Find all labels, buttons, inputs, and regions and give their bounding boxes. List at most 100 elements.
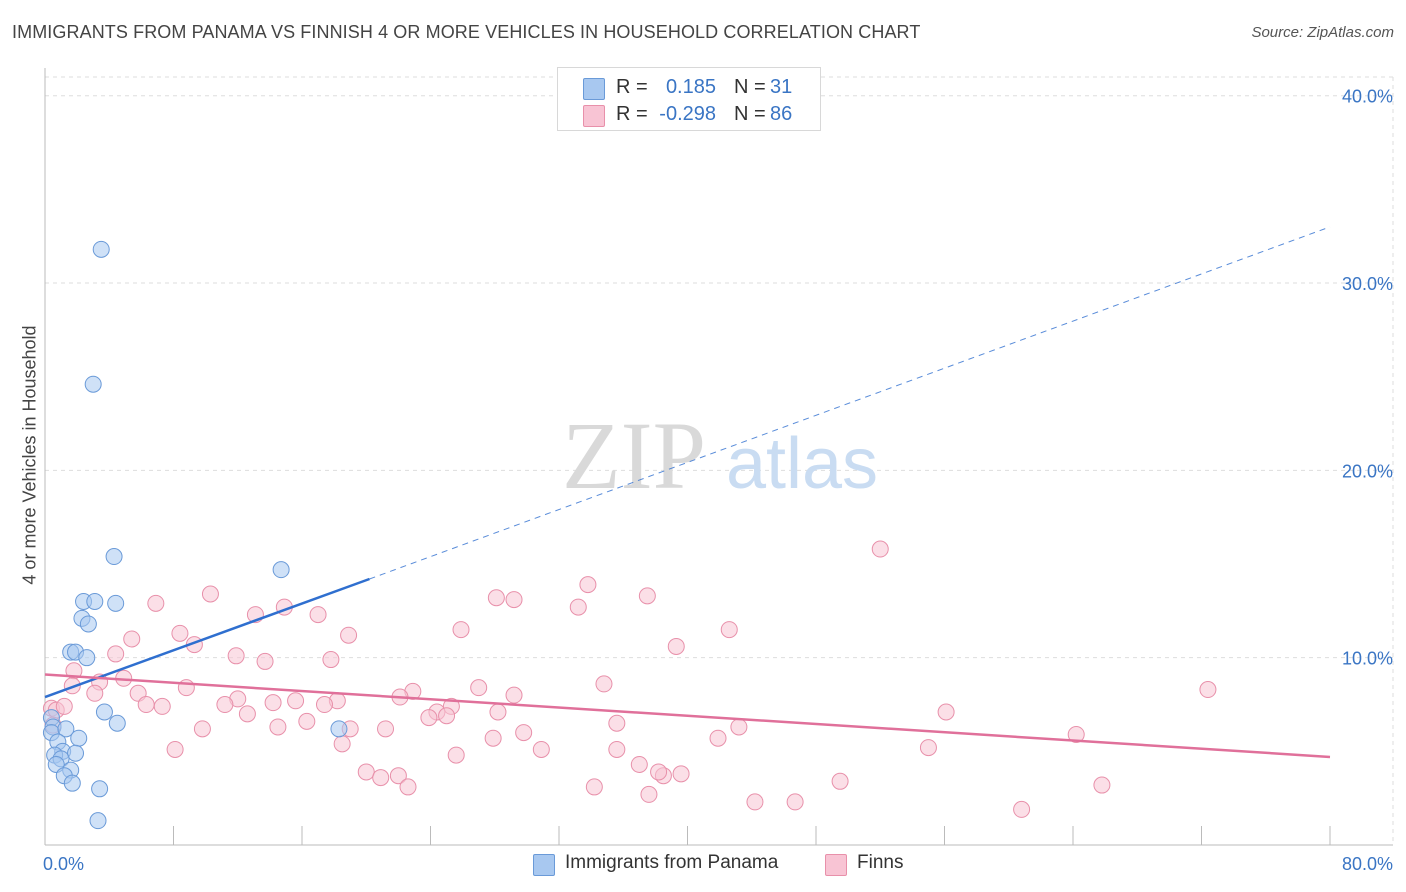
data-point — [86, 684, 104, 702]
data-point — [595, 675, 613, 693]
n-label: N = — [734, 76, 766, 98]
series-points — [42, 240, 1217, 830]
legend-swatch-panama — [533, 854, 555, 876]
data-point — [579, 576, 597, 594]
r-value: -0.298 — [659, 103, 716, 125]
data-point — [63, 774, 81, 792]
stats-swatch-panama — [583, 78, 605, 100]
data-point — [298, 712, 316, 730]
data-point — [107, 594, 125, 612]
data-point — [452, 621, 470, 639]
data-point — [55, 697, 73, 715]
gridlines — [45, 76, 1395, 845]
data-point — [608, 714, 626, 732]
watermark: ZIP atlas — [562, 402, 878, 509]
series-finns — [42, 540, 1217, 818]
data-point — [489, 703, 507, 721]
data-point — [108, 714, 126, 732]
data-point — [484, 729, 502, 747]
data-point — [720, 621, 738, 639]
data-point — [1199, 681, 1217, 699]
watermark-zip: ZIP — [562, 402, 706, 509]
data-point — [608, 740, 626, 758]
n-label: N = — [734, 103, 766, 125]
n-value: 86 — [770, 103, 793, 125]
y-tick-label: 20.0% — [1342, 461, 1393, 481]
data-point — [256, 652, 274, 670]
data-point — [746, 793, 764, 811]
data-point — [216, 696, 234, 714]
data-point — [569, 598, 587, 616]
data-point — [171, 624, 189, 642]
data-point — [287, 692, 305, 710]
data-point — [505, 686, 523, 704]
data-point — [919, 739, 937, 757]
data-point — [333, 735, 351, 753]
data-point — [309, 606, 327, 624]
data-point — [438, 707, 456, 725]
legend-label: Immigrants from Panama — [565, 852, 779, 873]
data-point — [667, 637, 685, 655]
data-point — [389, 767, 407, 785]
data-point — [1093, 776, 1111, 794]
data-point — [377, 720, 395, 738]
y-axis-label: 4 or more Vehicles in Household — [19, 325, 40, 585]
data-point — [89, 812, 107, 830]
data-point — [57, 720, 75, 738]
n-value: 31 — [770, 76, 793, 98]
data-point — [399, 778, 417, 796]
stats-row-finns: R = -0.298 N = 86 — [558, 101, 820, 127]
data-point — [330, 720, 348, 738]
data-point — [79, 615, 97, 633]
axes — [44, 68, 1393, 846]
data-point — [730, 718, 748, 736]
stats-row-panama: R = 0.185 N = 31 — [558, 74, 820, 100]
r-value: 0.185 — [665, 76, 716, 98]
legend-swatch-finns — [825, 854, 847, 876]
legend-label: Finns — [857, 852, 904, 873]
data-point — [532, 740, 550, 758]
data-point — [487, 589, 505, 607]
data-point — [630, 755, 648, 773]
r-label: R = — [616, 76, 648, 98]
data-point — [238, 705, 256, 723]
data-point — [672, 765, 690, 783]
data-point — [264, 694, 282, 712]
data-point — [84, 375, 102, 393]
data-point — [340, 626, 358, 644]
data-point — [937, 703, 955, 721]
stats-box: R = 0.185 N = 31 R = -0.298 N = 86 — [557, 67, 821, 131]
data-point — [70, 729, 88, 747]
data-point — [357, 763, 375, 781]
data-point — [831, 772, 849, 790]
data-point — [272, 561, 290, 579]
data-point — [137, 696, 155, 714]
data-point — [515, 724, 533, 742]
x-tick-labels: 0.0% 80.0% — [43, 854, 1393, 874]
data-point — [650, 763, 668, 781]
data-point — [153, 697, 171, 715]
data-point — [193, 720, 211, 738]
data-point — [315, 696, 333, 714]
data-point — [447, 746, 465, 764]
data-point — [786, 793, 804, 811]
data-point — [322, 651, 340, 669]
data-point — [505, 591, 523, 609]
data-point — [201, 585, 219, 603]
y-tick-label: 40.0% — [1342, 87, 1393, 107]
data-point — [709, 729, 727, 747]
trend-line-panama-extension — [369, 226, 1331, 580]
trend-line-finns — [44, 673, 1331, 759]
stats-swatch-finns — [583, 105, 605, 127]
data-point — [640, 785, 658, 803]
data-point — [95, 703, 113, 721]
source-label: Source: ZipAtlas.com — [1251, 24, 1394, 41]
trend-lines — [44, 226, 1331, 759]
data-point — [1067, 725, 1085, 743]
data-point — [470, 679, 488, 697]
data-point — [78, 649, 96, 667]
y-tick-label: 30.0% — [1342, 274, 1393, 294]
data-point — [123, 630, 141, 648]
data-point — [105, 548, 123, 566]
